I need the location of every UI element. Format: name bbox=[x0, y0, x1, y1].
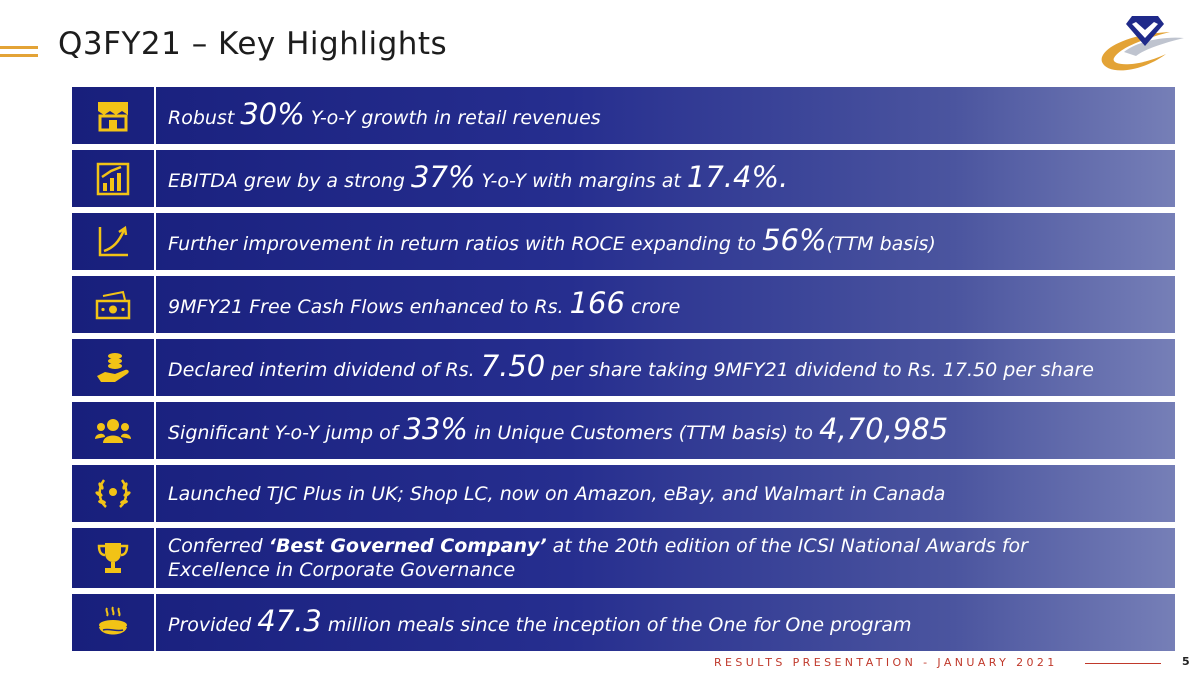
meal-bowl-icon bbox=[99, 605, 127, 634]
highlight-text: Declared interim dividend of Rs. 7.50 pe… bbox=[168, 348, 1094, 383]
highlight-row: Further improvement in return ratios wit… bbox=[72, 213, 1175, 270]
highlight-text: Further improvement in return ratios wit… bbox=[168, 222, 936, 257]
highlights-list: Robust 30% Y-o-Y growth in retail revenu… bbox=[72, 87, 1175, 657]
laurel-icon bbox=[95, 478, 131, 508]
highlight-row: Conferred ‘Best Governed Company’ at the… bbox=[72, 528, 1175, 588]
footer-rule bbox=[1085, 663, 1161, 664]
highlight-row: Declared interim dividend of Rs. 7.50 pe… bbox=[72, 339, 1175, 396]
growth-chart-icon bbox=[96, 162, 130, 195]
page-number: 5 bbox=[1182, 655, 1190, 668]
trophy-icon bbox=[97, 543, 129, 573]
highlight-text: Conferred ‘Best Governed Company’ at the… bbox=[168, 535, 1028, 581]
highlight-row: Launched TJC Plus in UK; Shop LC, now on… bbox=[72, 465, 1175, 522]
highlight-row: 9MFY21 Free Cash Flows enhanced to Rs. 1… bbox=[72, 276, 1175, 333]
cash-icon bbox=[95, 290, 131, 319]
highlight-text: 9MFY21 Free Cash Flows enhanced to Rs. 1… bbox=[168, 285, 681, 320]
highlight-row: EBITDA grew by a strong 37% Y-o-Y with m… bbox=[72, 150, 1175, 207]
highlight-row: Robust 30% Y-o-Y growth in retail revenu… bbox=[72, 87, 1175, 144]
customers-icon bbox=[95, 418, 131, 443]
store-icon bbox=[98, 101, 128, 131]
highlight-text: Launched TJC Plus in UK; Shop LC, now on… bbox=[168, 482, 946, 505]
page-title: Q3FY21 – Key Highlights bbox=[58, 26, 448, 62]
highlight-text: Robust 30% Y-o-Y growth in retail revenu… bbox=[168, 96, 601, 131]
title-accent-lines bbox=[0, 46, 38, 62]
highlight-text: Significant Y-o-Y jump of 33% in Unique … bbox=[168, 411, 949, 446]
trend-arrow-icon bbox=[98, 225, 128, 256]
highlight-text: Provided 47.3 million meals since the in… bbox=[168, 603, 912, 638]
highlight-text: EBITDA grew by a strong 37% Y-o-Y with m… bbox=[168, 159, 789, 194]
company-logo bbox=[1101, 16, 1184, 71]
dividend-hand-icon bbox=[97, 352, 129, 382]
highlight-row: Significant Y-o-Y jump of 33% in Unique … bbox=[72, 402, 1175, 459]
footer-label: RESULTS PRESENTATION - JANUARY 2021 bbox=[714, 656, 1058, 669]
highlight-row: Provided 47.3 million meals since the in… bbox=[72, 594, 1175, 651]
